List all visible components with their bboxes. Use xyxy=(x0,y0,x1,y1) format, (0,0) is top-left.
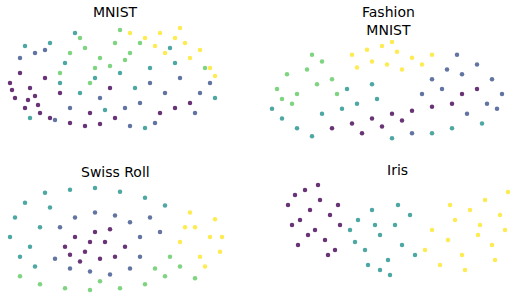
svg-text:Swiss Roll: Swiss Roll xyxy=(81,164,150,180)
svg-text:FashionMNIST: FashionMNIST xyxy=(362,4,415,38)
svg-text:MNIST: MNIST xyxy=(93,4,138,20)
svg-text:Iris: Iris xyxy=(387,162,408,178)
